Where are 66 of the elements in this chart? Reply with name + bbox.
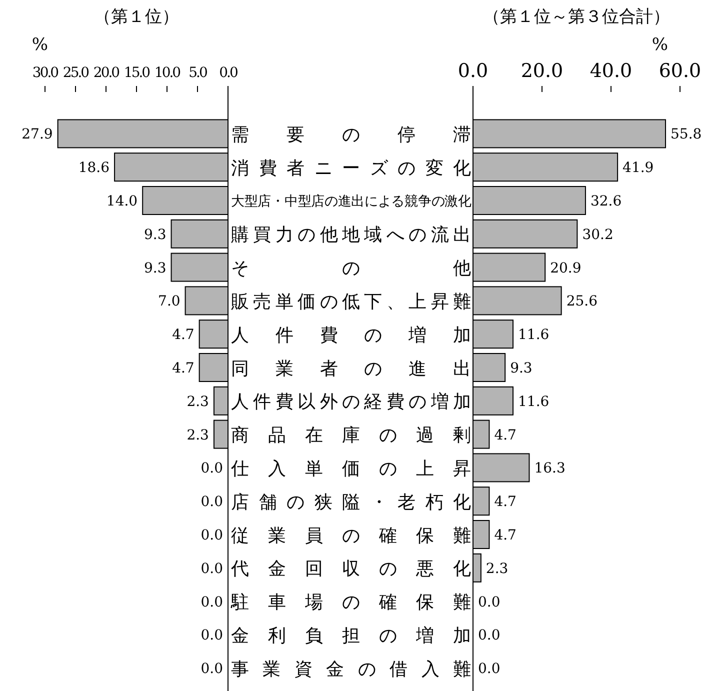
- chart-title: （第１位）: [94, 7, 179, 27]
- y-tick-label: 店舗の狭隘・老朽化: [231, 492, 471, 513]
- y-tick-label: 従業員の確保難: [231, 525, 471, 546]
- data-label: 41.9: [622, 160, 654, 176]
- data-label: 11.6: [518, 394, 550, 410]
- data-label: 0.0: [200, 528, 223, 544]
- y-tick-label: 販売単価の低下、上昇難: [231, 292, 471, 313]
- data-label: 16.3: [534, 460, 566, 477]
- data-label: 4.7: [494, 528, 516, 544]
- data-label: 20.9: [550, 260, 582, 276]
- data-label: 0.0: [200, 560, 223, 577]
- y-tick-label: 人件費の増加: [231, 324, 471, 346]
- y-tick-label: 金利負担の増加: [231, 626, 471, 647]
- x-tick-label: 60.0: [658, 60, 702, 82]
- data-label: 4.7: [494, 494, 516, 510]
- y-tick-label: 仕入単価の上昇: [230, 458, 471, 480]
- x-axis-title: %: [32, 35, 48, 55]
- x-tick-label: 20.0: [520, 60, 564, 82]
- data-label: 0.0: [200, 494, 223, 510]
- y-tick-label: 大型店・中型店の進出による競争の激化: [231, 194, 471, 210]
- data-label: 0.0: [200, 628, 223, 644]
- data-label: 0.0: [200, 661, 223, 678]
- data-label: 2.3: [486, 560, 508, 577]
- y-tick-label: 商品在庫の過剰: [231, 425, 471, 446]
- y-tick-label: 需要の停滞: [231, 124, 471, 146]
- x-tick-label: 15.0: [124, 65, 150, 81]
- data-label: 0.0: [200, 594, 223, 610]
- data-label: 9.3: [144, 226, 166, 243]
- data-label: 7.0: [158, 294, 180, 310]
- x-tick-label: 20.0: [93, 65, 120, 81]
- x-tick-label: 40.0: [590, 60, 632, 82]
- y-tick-label: 消費者ニーズの変化: [231, 158, 471, 179]
- data-label: 14.0: [106, 194, 138, 210]
- y-tick-label: 同業者の進出: [231, 358, 471, 380]
- x-tick-label: 0.0: [219, 65, 238, 81]
- chart-title: （第１位～第３位合計）: [483, 7, 670, 27]
- y-tick-label: 駐車場の確保難: [230, 592, 471, 614]
- data-label: 25.6: [566, 294, 598, 310]
- data-label: 30.2: [582, 226, 614, 243]
- data-label: 4.7: [494, 427, 516, 444]
- data-label: 2.3: [186, 427, 209, 444]
- data-label: 2.3: [186, 394, 209, 410]
- y-tick-label: 人件費以外の経費の増加: [231, 392, 471, 413]
- data-label: 9.3: [144, 260, 166, 276]
- x-tick-label: 30.0: [32, 65, 58, 81]
- data-label: 4.7: [172, 327, 194, 344]
- data-label: 18.6: [78, 160, 110, 176]
- x-tick-label: 10.0: [154, 65, 180, 81]
- y-tick-label: 代金回収の悪化: [230, 558, 471, 580]
- data-label: 27.9: [22, 126, 53, 143]
- data-label: 9.3: [510, 360, 532, 376]
- x-tick-label: 25.0: [62, 65, 89, 81]
- x-axis-title: %: [652, 35, 668, 55]
- x-tick-label: 5.0: [188, 65, 207, 81]
- y-tick-label: 事業資金の借入難: [231, 658, 471, 680]
- data-label: 32.6: [590, 194, 622, 210]
- data-label: 0.0: [478, 594, 500, 610]
- y-tick-label: 購買力の他地域への流出: [231, 224, 471, 246]
- data-label: 11.6: [518, 327, 550, 344]
- x-tick-label: 0.0: [458, 60, 488, 82]
- data-label: 4.7: [172, 360, 194, 376]
- data-label: 0.0: [200, 460, 223, 477]
- data-label: 0.0: [478, 628, 500, 644]
- data-label: 55.8: [670, 126, 702, 143]
- data-label: 0.0: [478, 661, 500, 678]
- y-tick-label: その他: [231, 258, 471, 280]
